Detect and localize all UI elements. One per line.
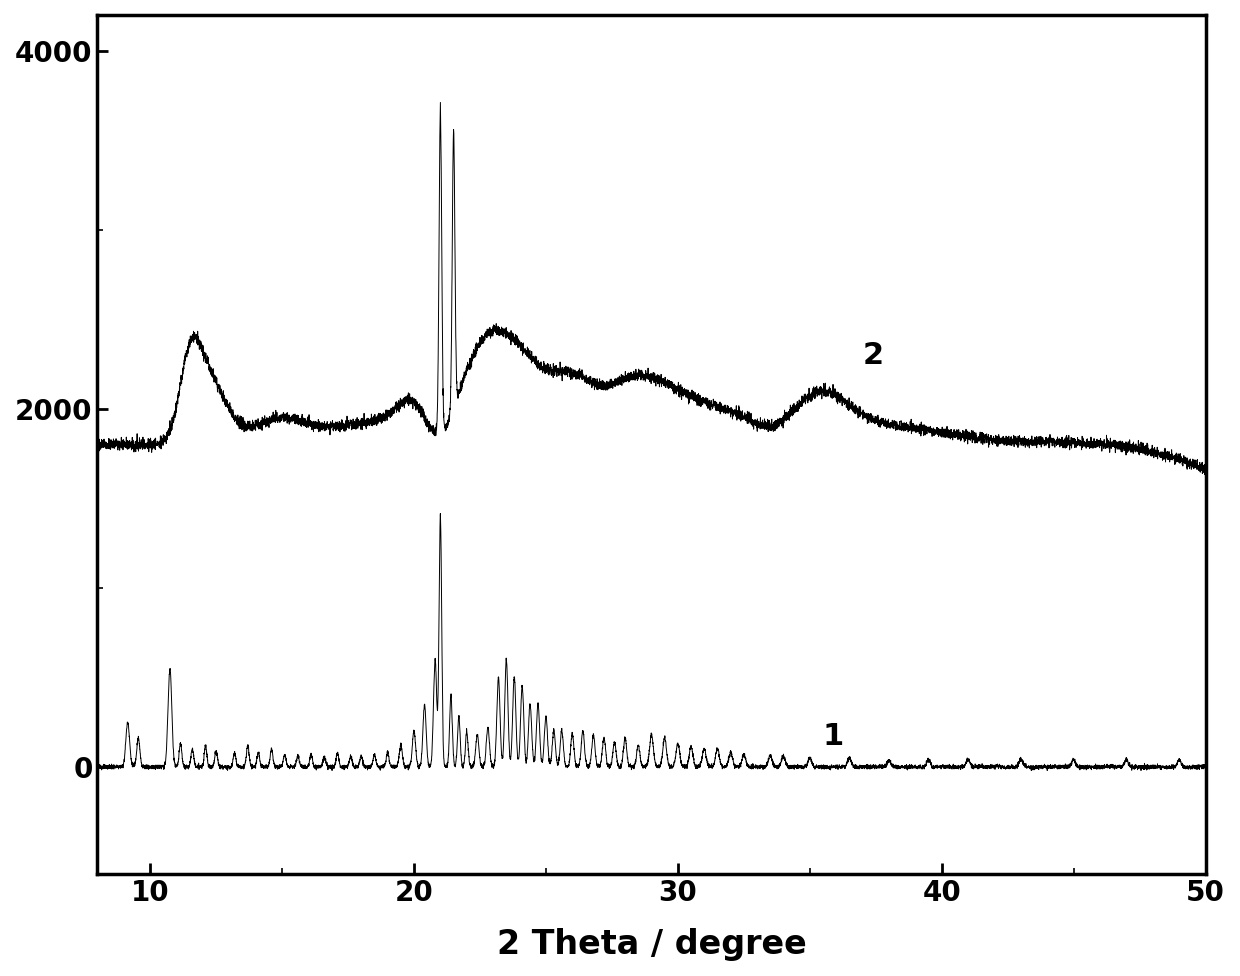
- Text: 2: 2: [863, 341, 884, 370]
- X-axis label: 2 Theta / degree: 2 Theta / degree: [496, 928, 806, 961]
- Text: 1: 1: [823, 722, 844, 752]
